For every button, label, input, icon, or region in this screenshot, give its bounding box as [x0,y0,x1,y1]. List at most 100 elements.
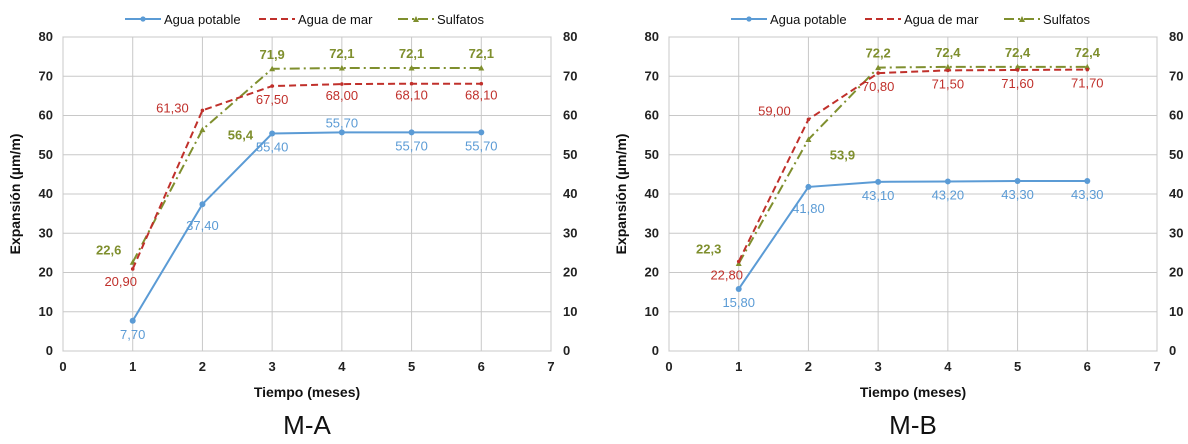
y-tick-label-right: 80 [1169,29,1183,44]
y-tick-label-left: 70 [645,68,659,83]
data-label: 59,00 [758,103,791,118]
x-tick-label: 1 [129,359,136,374]
y-tick-label-right: 60 [563,108,577,123]
data-label: 72,4 [1075,45,1101,60]
data-label: 22,6 [96,242,121,257]
data-label: 55,40 [256,140,289,155]
y-tick-label-right: 0 [563,343,570,358]
data-point [1015,68,1020,72]
data-label: 61,30 [156,100,189,115]
data-label: 7,70 [120,327,145,342]
y-axis-title: Expansión (µm/m) [7,134,23,255]
data-point [944,63,951,70]
data-point [736,259,741,264]
data-label: 72,1 [399,46,424,61]
data-label: 55,70 [465,138,498,153]
x-axis-title: Tiempo (meses) [254,384,360,400]
data-label: 72,2 [865,46,890,61]
data-point [876,71,880,75]
legend-label-3: Sulfatos [437,12,484,27]
y-tick-label-right: 70 [563,68,577,83]
data-point [199,126,206,133]
y-tick-label-left: 30 [645,225,659,240]
legend-marker [746,16,752,22]
data-point [340,82,344,86]
y-tick-label-left: 0 [652,343,659,358]
data-point [338,129,345,136]
data-point [408,129,415,136]
y-axis-title: Expansión (µm/m) [613,134,629,255]
legend-label-1: Agua potable [164,12,241,27]
x-tick-label: 6 [478,359,485,374]
y-tick-label-left: 70 [39,68,53,83]
series-line-2 [131,82,482,270]
data-label: 56,4 [228,128,254,143]
y-tick-label-right: 0 [1169,343,1176,358]
data-label: 67,50 [256,92,289,107]
y-tick-label-left: 60 [645,108,659,123]
chart-caption: M-B [889,410,937,440]
legend-label-2: Agua de mar [904,12,979,27]
series-line-2 [737,68,1088,262]
y-tick-label-right: 50 [563,147,577,162]
legend-marker [1019,16,1025,22]
data-label: 20,90 [104,274,137,289]
data-point [1014,63,1021,70]
y-tick-label-left: 0 [46,343,53,358]
x-tick-label: 7 [1153,359,1160,374]
series-line-3 [131,67,482,263]
data-point [479,81,484,86]
data-point [199,201,206,208]
legend-label-2: Agua de mar [298,12,373,27]
data-point [735,285,742,292]
data-label: 72,1 [329,46,354,61]
y-tick-label-left: 10 [39,304,53,319]
legend-marker [413,16,419,22]
x-tick-label: 7 [547,359,554,374]
data-label: 55,70 [326,115,359,130]
data-label: 68,10 [465,88,498,103]
data-label: 53,9 [830,147,855,162]
x-tick-label: 1 [735,359,742,374]
y-tick-label-right: 60 [1169,108,1183,123]
x-axis-title: Tiempo (meses) [860,384,966,400]
y-tick-label-right: 30 [563,225,577,240]
y-tick-label-left: 60 [39,108,53,123]
data-label: 43,10 [862,188,895,203]
data-point [200,108,205,113]
y-tick-label-right: 70 [1169,68,1183,83]
data-point [478,65,485,71]
legend-label-1: Agua potable [770,12,847,27]
y-tick-label-right: 50 [1169,147,1183,162]
x-tick-label: 2 [805,359,812,374]
data-point [338,65,345,71]
data-point [946,68,950,73]
x-tick-label: 6 [1084,359,1091,374]
data-label: 22,80 [710,268,743,283]
y-tick-label-right: 80 [563,29,577,44]
y-tick-label-right: 30 [1169,225,1183,240]
x-tick-label: 3 [875,359,882,374]
data-point [409,81,414,86]
data-point [269,65,276,72]
x-tick-label: 3 [269,359,276,374]
data-label: 68,00 [326,88,359,103]
data-label: 22,3 [696,241,721,256]
y-tick-label-right: 40 [1169,186,1183,201]
data-label: 72,1 [469,46,494,61]
data-label: 68,10 [395,88,428,103]
data-point [270,84,274,88]
data-point [478,129,485,136]
y-tick-label-right: 40 [563,186,577,201]
data-label: 41,80 [792,201,825,216]
chart-caption: M-A [283,410,331,440]
legend-marker [140,16,146,22]
y-tick-label-left: 40 [645,186,659,201]
data-label: 43,30 [1071,187,1104,202]
y-tick-label-left: 80 [39,29,53,44]
data-label: 37,40 [186,218,219,233]
data-label: 71,9 [259,47,284,62]
data-label: 43,30 [1001,187,1034,202]
data-point [408,65,415,71]
